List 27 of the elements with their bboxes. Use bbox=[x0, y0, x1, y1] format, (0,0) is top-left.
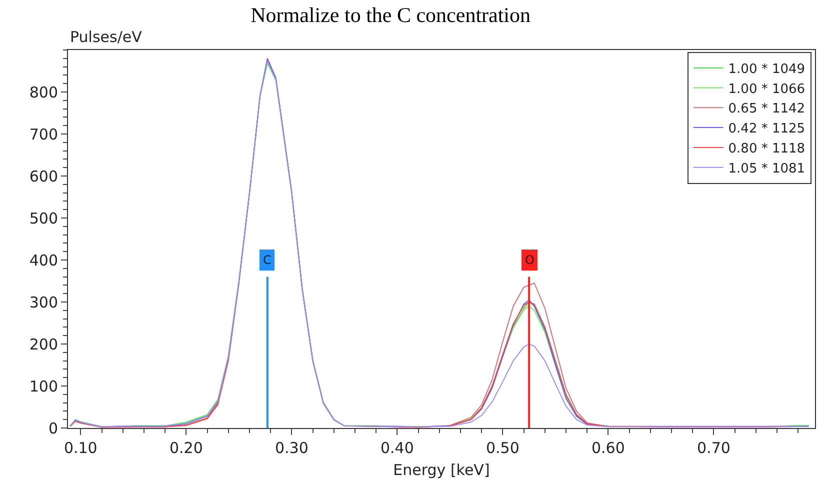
y-tick-label: 200 bbox=[29, 335, 58, 354]
x-tick-label: 0.10 bbox=[64, 439, 98, 457]
y-tick-label: 600 bbox=[29, 167, 58, 186]
x-tick-label: 0.50 bbox=[486, 439, 520, 457]
y-tick-label: 700 bbox=[29, 125, 58, 144]
y-tick-label: 300 bbox=[29, 293, 58, 312]
legend-label: 0.65 * 1142 bbox=[728, 102, 806, 117]
ref-line-label: C bbox=[263, 253, 272, 267]
x-tick-label: 0.60 bbox=[591, 439, 625, 457]
legend-label: 1.00 * 1049 bbox=[728, 62, 806, 77]
y-tick-label: 800 bbox=[29, 83, 58, 102]
x-tick-label: 0.40 bbox=[380, 439, 414, 457]
y-tick-label: 0 bbox=[48, 419, 58, 438]
legend-label: 1.00 * 1066 bbox=[728, 82, 806, 97]
ref-line-label: O bbox=[525, 253, 534, 267]
y-tick-label: 500 bbox=[29, 209, 58, 228]
x-tick-label: 0.20 bbox=[169, 439, 203, 457]
y-axis-title: Pulses/eV bbox=[70, 28, 143, 46]
legend-label: 0.42 * 1125 bbox=[728, 122, 806, 137]
legend-label: 0.80 * 1118 bbox=[728, 142, 806, 157]
x-axis-title: Energy [keV] bbox=[393, 461, 490, 479]
y-tick-label: 100 bbox=[29, 377, 58, 396]
legend-label: 1.05 * 1081 bbox=[728, 161, 806, 176]
x-tick-label: 0.30 bbox=[274, 439, 308, 457]
chart-title: Normalize to the C concentration bbox=[250, 3, 532, 28]
x-tick-label: 0.70 bbox=[697, 439, 730, 457]
y-tick-label: 400 bbox=[29, 251, 58, 270]
